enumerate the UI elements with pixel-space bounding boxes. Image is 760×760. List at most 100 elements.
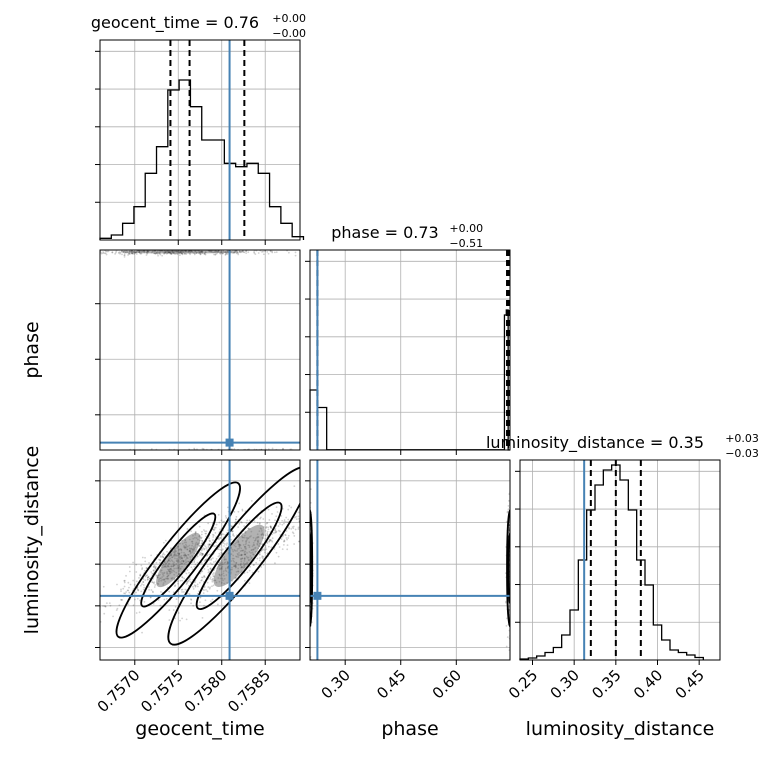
sample-point xyxy=(150,554,153,557)
sample-point xyxy=(168,554,171,557)
sample-point xyxy=(226,451,228,453)
sample-point xyxy=(511,548,513,550)
sample-point xyxy=(190,547,193,550)
sample-point xyxy=(308,570,310,572)
sample-point xyxy=(275,531,277,534)
sample-point xyxy=(140,252,143,255)
sample-point xyxy=(307,597,309,599)
sample-point xyxy=(168,568,170,571)
sample-point xyxy=(243,525,246,527)
sample-point xyxy=(139,573,142,576)
sample-point xyxy=(184,250,187,253)
sample-point xyxy=(203,589,205,592)
density-core xyxy=(182,450,297,453)
sample-point xyxy=(265,522,268,525)
sample-point xyxy=(137,589,140,591)
sample-point xyxy=(511,511,513,513)
sample-point xyxy=(295,451,297,453)
sample-point xyxy=(213,529,215,532)
sample-point xyxy=(270,526,272,529)
sample-point xyxy=(136,597,139,600)
sample-point xyxy=(266,451,268,453)
sample-point xyxy=(253,252,256,254)
sample-point xyxy=(198,545,201,548)
sample-point xyxy=(257,539,259,542)
sample-point xyxy=(308,584,310,586)
sample-point xyxy=(241,536,244,539)
sample-point xyxy=(294,453,296,455)
sample-point xyxy=(162,556,164,558)
sample-point xyxy=(283,540,286,543)
sample-point xyxy=(307,549,309,551)
sample-point xyxy=(286,538,288,541)
sample-point xyxy=(506,636,509,639)
sample-point xyxy=(166,560,169,563)
sample-point xyxy=(189,556,192,558)
sample-point xyxy=(247,556,250,559)
sample-point xyxy=(511,568,513,570)
sample-point xyxy=(287,452,289,454)
sample-point xyxy=(224,248,226,250)
sample-point xyxy=(106,250,109,253)
sample-point xyxy=(307,527,309,529)
sample-point xyxy=(510,561,512,563)
sample-point xyxy=(237,543,240,546)
sample-point xyxy=(221,548,224,551)
sample-point xyxy=(231,251,234,254)
sample-point xyxy=(232,452,234,454)
sample-point xyxy=(164,251,167,254)
sample-point xyxy=(511,568,513,570)
sample-point xyxy=(181,576,183,578)
sample-point xyxy=(222,452,224,454)
sample-point xyxy=(183,554,185,557)
sample-point xyxy=(178,568,181,571)
sample-point xyxy=(293,543,296,545)
sample-point xyxy=(168,555,171,558)
contour-line xyxy=(507,532,510,605)
sample-point xyxy=(226,542,228,545)
sample-point xyxy=(150,251,153,254)
sample-point xyxy=(511,540,513,542)
sample-point xyxy=(308,536,310,538)
sample-point xyxy=(261,555,264,558)
sample-point xyxy=(148,562,150,564)
sample-point xyxy=(223,539,226,542)
sample-point xyxy=(225,453,227,455)
sample-point xyxy=(190,548,193,550)
sample-point xyxy=(199,553,201,556)
sample-point xyxy=(255,452,257,454)
sample-point xyxy=(257,252,260,254)
sample-point xyxy=(159,577,161,580)
sample-point xyxy=(307,506,309,508)
x-tick-label: 0.7580 xyxy=(181,666,231,716)
sample-point xyxy=(199,596,202,599)
sample-point xyxy=(192,247,194,249)
sample-point xyxy=(246,454,248,456)
title-lower-error: −0.51 xyxy=(449,237,483,250)
sample-point xyxy=(204,451,206,453)
sample-point xyxy=(173,585,176,588)
sample-point xyxy=(184,539,187,542)
sample-point xyxy=(307,595,309,597)
sample-point xyxy=(271,540,274,543)
sample-point xyxy=(91,254,93,256)
sample-point xyxy=(144,579,147,582)
sample-point xyxy=(209,567,212,570)
sample-point xyxy=(510,572,512,574)
sample-point xyxy=(168,570,171,573)
sample-point xyxy=(162,541,165,544)
sample-point xyxy=(198,525,201,528)
sample-point xyxy=(321,491,323,493)
sample-point xyxy=(202,547,205,549)
sample-point xyxy=(316,454,318,456)
sample-point xyxy=(245,562,248,565)
sample-point xyxy=(277,555,280,558)
sample-point xyxy=(233,450,235,452)
sample-point xyxy=(219,564,222,567)
sample-point xyxy=(199,251,201,254)
sample-point xyxy=(196,585,199,588)
sample-point xyxy=(246,538,249,541)
sample-point xyxy=(177,566,180,569)
sample-point xyxy=(135,612,138,614)
sample-point xyxy=(242,455,244,457)
